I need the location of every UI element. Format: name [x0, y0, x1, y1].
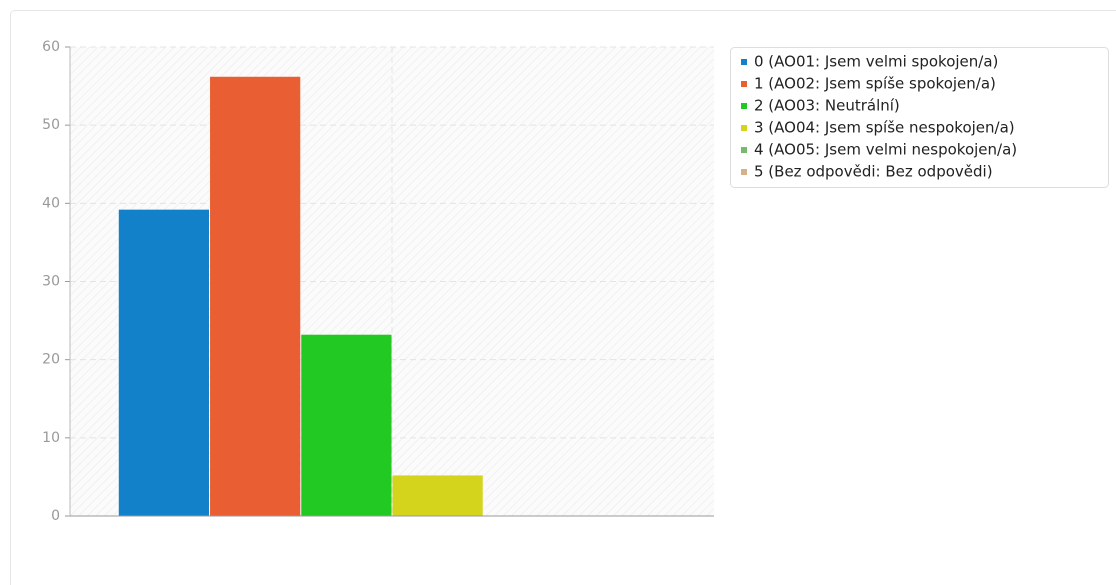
y-tick-label: 60 — [42, 39, 60, 55]
legend-label: 3 (AO04: Jsem spíše nespokojen/a) — [754, 119, 1015, 137]
y-tick-label: 40 — [42, 195, 60, 211]
bar — [118, 209, 210, 516]
legend-box — [730, 47, 1109, 188]
legend-swatch — [741, 103, 747, 109]
y-tick-label: 20 — [42, 352, 60, 368]
bar — [301, 334, 392, 516]
y-tick-label: 10 — [42, 430, 60, 446]
legend-label: 4 (AO05: Jsem velmi nespokojen/a) — [754, 141, 1017, 159]
y-tick-label: 0 — [51, 508, 60, 524]
legend-label: 1 (AO02: Jsem spíše spokojen/a) — [754, 75, 996, 93]
y-tick-label: 30 — [42, 274, 60, 290]
legend-swatch — [741, 125, 747, 131]
legend-label: 2 (AO03: Neutrální) — [754, 97, 900, 115]
legend-label: 5 (Bez odpovědi: Bez odpovědi) — [754, 163, 993, 181]
legend-swatch — [741, 169, 747, 175]
legend-swatch — [741, 81, 747, 87]
y-tick-label: 50 — [42, 117, 60, 133]
bar — [392, 475, 483, 516]
legend-swatch — [741, 59, 747, 65]
legend-swatch — [741, 147, 747, 153]
bar — [210, 76, 301, 516]
legend-label: 0 (AO01: Jsem velmi spokojen/a) — [754, 53, 998, 71]
